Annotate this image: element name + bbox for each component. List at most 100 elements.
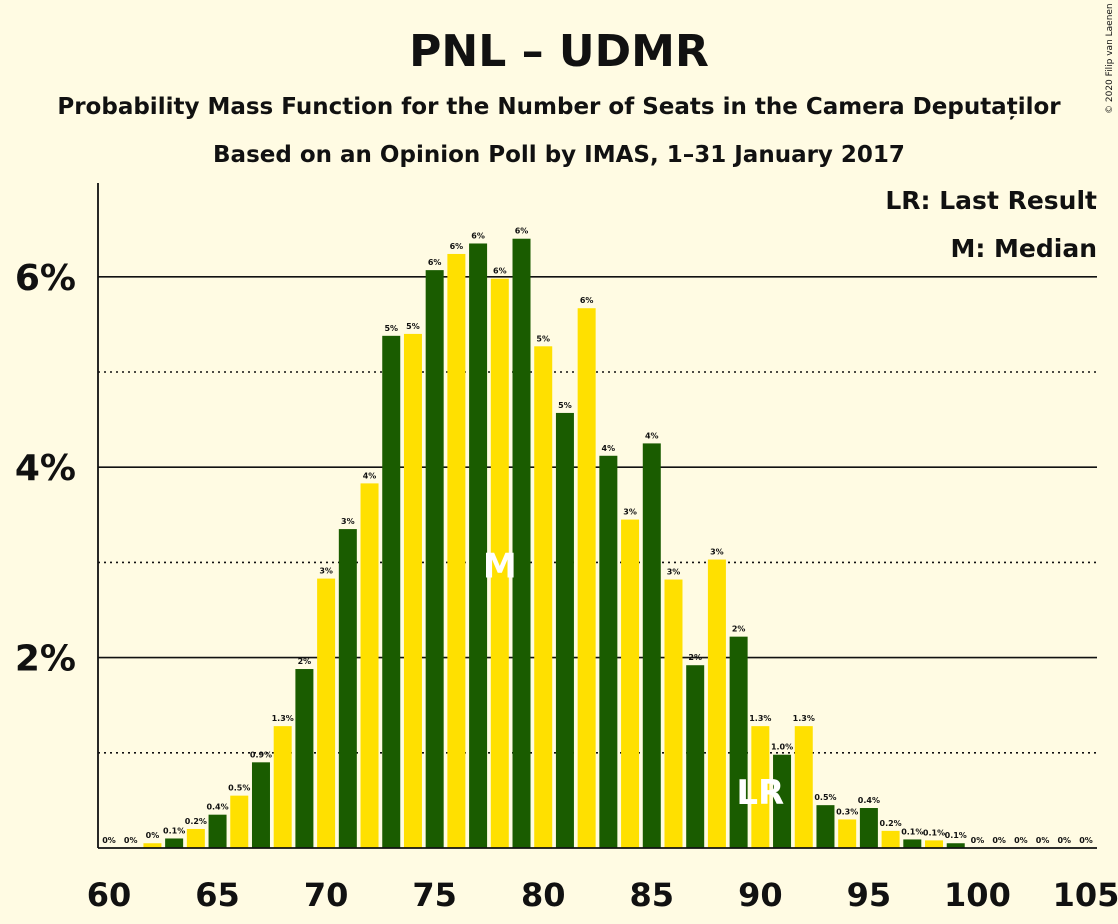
x-tick-label: 60 (87, 876, 132, 914)
x-tick-label: 70 (304, 876, 349, 914)
median-marker: M (483, 546, 517, 586)
bar-label-seat-100: 0% (971, 836, 985, 845)
bar-seat-82 (577, 308, 596, 848)
bar-seat-91 (773, 754, 792, 848)
bar-label-seat-67: 0.9% (250, 750, 272, 759)
bar-label-seat-74: 5% (406, 322, 420, 331)
bar-seat-86 (664, 579, 683, 848)
bar-seat-69 (295, 669, 314, 848)
bar-label-seat-72: 4% (363, 471, 377, 480)
bar-seat-64 (186, 828, 205, 848)
bar-label-seat-64: 0.2% (185, 817, 207, 826)
y-tick-label: 2% (15, 639, 76, 680)
bar-label-seat-71: 3% (341, 517, 355, 526)
bar-seat-66 (230, 795, 249, 848)
bar-seat-71 (338, 529, 357, 848)
bar-seat-70 (317, 578, 336, 848)
y-tick-label: 6% (15, 258, 76, 299)
bar-seat-72 (360, 483, 379, 848)
bar-label-seat-65: 0.4% (206, 803, 228, 812)
bar-label-seat-88: 3% (710, 548, 724, 557)
bar-seat-96 (881, 830, 900, 848)
x-tick-label: 95 (847, 876, 892, 914)
bar-label-seat-68: 1.3% (272, 714, 294, 723)
bar-label-seat-84: 3% (623, 508, 637, 517)
bar-seat-73 (382, 335, 401, 849)
bar-label-seat-102: 0% (1014, 836, 1028, 845)
bar-label-seat-98: 0.1% (923, 828, 945, 837)
bar-seat-89 (729, 636, 748, 848)
bar-label-seat-61: 0% (124, 836, 138, 845)
bar-seat-62 (143, 843, 162, 848)
bar-label-seat-83: 4% (602, 444, 616, 453)
legend-last-result: LR: Last Result (885, 186, 1097, 215)
legend-median: M: Median (950, 234, 1097, 263)
bar-seat-67 (251, 762, 270, 848)
bar-seat-99 (946, 843, 965, 848)
bar-seat-63 (165, 838, 184, 848)
bar-label-seat-80: 5% (536, 334, 550, 343)
x-tick-label: 80 (521, 876, 566, 914)
bar-seat-74 (403, 333, 422, 848)
chart-subtitle: Probability Mass Function for the Number… (57, 94, 1061, 120)
bar-label-seat-60: 0% (102, 836, 116, 845)
bar-label-seat-70: 3% (319, 567, 333, 576)
x-tick-label: 100 (944, 876, 1011, 914)
bar-seat-85 (642, 443, 661, 848)
bar-label-seat-62: 0% (146, 831, 160, 840)
copyright-note: © 2020 Filip van Laenen (1105, 3, 1115, 114)
bar-label-seat-75: 6% (428, 258, 442, 267)
bar-label-seat-77: 6% (471, 231, 485, 240)
last-result-marker: LR (736, 773, 784, 813)
chart-subtitle-source: Based on an Opinion Poll by IMAS, 1–31 J… (213, 142, 905, 168)
bar-label-seat-85: 4% (645, 431, 659, 440)
bars (143, 238, 965, 849)
bar-label-seat-103: 0% (1036, 836, 1050, 845)
bar-seat-95 (859, 808, 878, 848)
bar-label-seat-101: 0% (992, 836, 1006, 845)
chart-title: PNL – UDMR (409, 26, 709, 77)
bar-label-seat-99: 0.1% (945, 831, 967, 840)
bar-label-seat-76: 6% (450, 242, 464, 251)
bar-label-seat-94: 0.3% (836, 807, 858, 816)
bar-label-seat-63: 0.1% (163, 826, 185, 835)
bar-seat-65 (208, 814, 227, 848)
bar-label-seat-66: 0.5% (228, 784, 250, 793)
bar-label-seat-81: 5% (558, 401, 572, 410)
bar-label-seat-79: 6% (515, 227, 529, 236)
bar-seat-80 (534, 346, 553, 848)
bar-seat-98 (925, 840, 944, 848)
bar-seat-81 (555, 412, 574, 848)
bar-label-seat-92: 1.3% (793, 714, 815, 723)
bar-label-seat-104: 0% (1057, 836, 1071, 845)
axes: 2% 4% 6% 60 65 70 75 80 85 90 95 100 105 (15, 183, 1118, 914)
bar-seat-75 (425, 270, 444, 848)
bar-seat-93 (816, 805, 835, 848)
bar-labels: 0% 0%0%0.1%0.2%0.4%0.5%0.9%1.3%2%3%3%4%5%… (102, 227, 1093, 845)
bar-label-seat-78: 6% (493, 267, 507, 276)
bar-label-seat-90: 1.3% (749, 714, 771, 723)
bar-label-seat-105: 0% (1079, 836, 1093, 845)
bar-label-seat-95: 0.4% (858, 796, 880, 805)
y-tick-label: 4% (15, 448, 76, 489)
bar-seat-76 (447, 253, 466, 848)
bar-seat-92 (794, 726, 813, 848)
x-tick-label: 105 (1053, 876, 1118, 914)
bar-seat-83 (599, 455, 618, 848)
bar-label-seat-89: 2% (732, 625, 746, 634)
markers: M LR (483, 546, 784, 813)
bar-label-seat-93: 0.5% (814, 793, 836, 802)
x-tick-label: 65 (195, 876, 240, 914)
bar-seat-90 (751, 726, 770, 848)
bar-label-seat-96: 0.2% (880, 819, 902, 828)
bar-seat-88 (707, 559, 726, 848)
bar-label-seat-86: 3% (667, 568, 681, 577)
x-tick-label: 75 (412, 876, 457, 914)
bar-seat-84 (621, 519, 640, 848)
bar-label-seat-87: 2% (688, 653, 702, 662)
bar-seat-87 (686, 665, 705, 848)
x-tick-label: 90 (738, 876, 783, 914)
bar-seat-79 (512, 238, 531, 849)
bar-label-seat-91: 1.0% (771, 743, 793, 752)
